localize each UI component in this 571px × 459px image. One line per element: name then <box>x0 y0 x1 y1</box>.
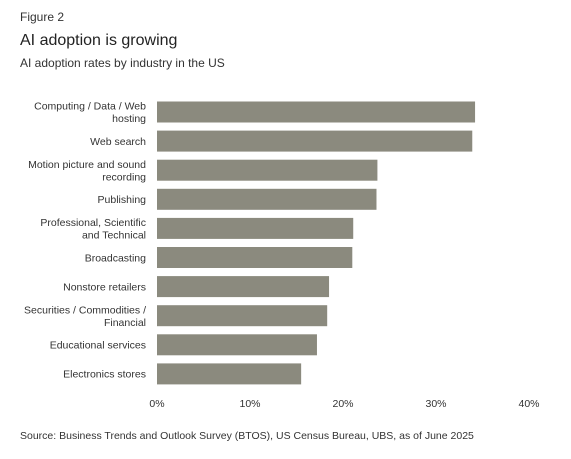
figure-label: Figure 2 <box>20 10 65 24</box>
bar <box>157 276 330 298</box>
x-tick-label: 20% <box>332 398 353 410</box>
category-label: Educational services <box>50 340 146 352</box>
bar <box>157 130 473 152</box>
category-label: Publishing <box>98 194 147 206</box>
category-label: Motion picture and sound recording <box>28 159 146 184</box>
bar <box>157 188 377 210</box>
bar <box>157 217 354 239</box>
x-tick-label: 40% <box>518 398 539 410</box>
category-label: Electronics stores <box>63 369 146 381</box>
bar <box>157 247 353 268</box>
x-axis-ticks: 0% 10% 20% 30% 40% <box>149 398 539 410</box>
bar <box>157 159 378 181</box>
chart-title: AI adoption is growing <box>20 32 178 49</box>
category-label: Broadcasting <box>85 252 146 264</box>
x-tick-label: 0% <box>149 398 164 410</box>
bar <box>157 305 328 327</box>
category-label: Professional, Scientific and Technical <box>40 217 146 242</box>
bars-layer <box>157 101 476 385</box>
category-label: Securities / Commodities / Financial <box>24 304 146 329</box>
x-tick-label: 10% <box>239 398 260 410</box>
bar <box>157 101 476 123</box>
bar <box>157 363 302 385</box>
category-label: Computing / Data / Web hosting <box>34 101 146 126</box>
category-labels: Computing / Data / Web hosting Web search M… <box>24 101 146 381</box>
category-label: Nonstore retailers <box>63 281 146 293</box>
category-label: Web search <box>90 136 146 148</box>
x-tick-label: 30% <box>425 398 446 410</box>
chart-subtitle: AI adoption rates by industry in the US <box>20 56 225 70</box>
bar <box>157 334 317 356</box>
source-note: Source: Business Trends and Outlook Surv… <box>20 430 474 442</box>
